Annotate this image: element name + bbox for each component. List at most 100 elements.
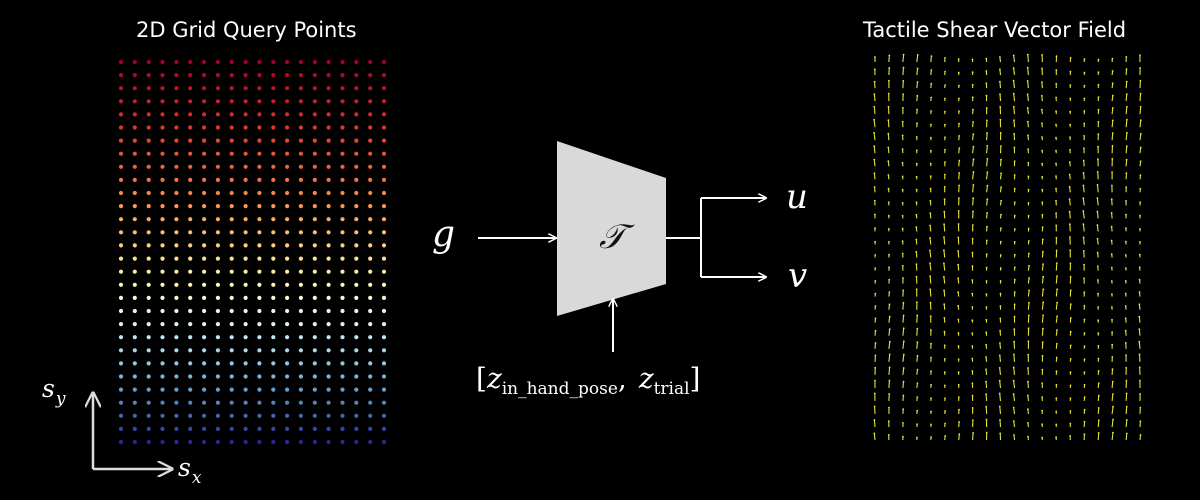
shear-vector [902,302,904,310]
query-point [243,426,248,431]
shear-vector [1139,133,1142,141]
query-point [202,99,207,104]
query-point [243,99,248,104]
query-point [160,59,165,65]
query-point [354,387,359,392]
query-point [340,59,345,65]
query-point [354,177,359,182]
shear-vector [943,224,946,232]
shear-vector-head [985,418,988,421]
query-point [118,243,124,248]
query-point [312,348,317,353]
query-point [132,361,137,366]
shear-vector [1096,198,1099,206]
shear-vector [999,393,1002,401]
shear-vector [972,171,975,180]
query-point [160,164,165,169]
shear-vector-head [1026,80,1029,82]
query-point [174,190,179,196]
shear-vector-head [901,188,904,191]
shear-vector-head [1110,225,1113,228]
shear-vector-head [1083,58,1086,61]
shear-vector [986,145,988,154]
shear-vector [1013,106,1016,115]
shear-vector [1111,394,1114,401]
shear-vector-head [902,340,905,343]
shear-vector-head [958,147,961,150]
shear-vector-head [1097,292,1099,295]
shear-vector-head [1083,408,1086,411]
shear-vector-head [1042,250,1044,253]
query-point [257,230,262,235]
shear-vector-head [985,266,988,269]
shear-vector-head [1055,342,1058,345]
shear-vector-head [887,420,890,423]
query-point [243,190,248,196]
shear-vector-head [1083,345,1086,348]
query-point [340,374,345,379]
query-point [271,204,276,209]
shear-vector-head [1111,331,1113,334]
shear-vector-head [1139,132,1142,135]
shear-vector-head [1055,212,1057,215]
shear-vector [1139,106,1142,115]
shear-vector-head [888,379,891,382]
shear-vector-head [887,187,890,190]
shear-vector-head [888,393,891,395]
query-point [285,217,290,222]
query-point [381,177,387,182]
query-point [298,59,303,65]
shear-vector-head [887,105,890,108]
query-point [174,400,179,405]
shear-vector-head [929,249,931,252]
shear-vector-head [1055,249,1058,252]
query-point [132,439,137,445]
shear-vector-head [1040,108,1043,111]
shear-vector [1013,67,1016,76]
query-point [257,204,262,209]
shear-vector [888,329,891,336]
query-point [118,400,124,405]
query-point [132,282,137,287]
query-point [285,177,290,182]
query-point [340,125,345,130]
query-point [229,439,234,445]
shear-vector-head [1111,144,1114,147]
query-point [285,426,290,431]
shear-vector-head [1069,317,1072,319]
shear-vector-head [1139,228,1141,230]
query-point [202,439,207,445]
shear-vector-head [874,280,877,282]
shear-vector-head [971,58,974,61]
shear-vector-head [986,198,989,201]
shear-vector-head [1013,160,1016,163]
query-point [215,374,220,379]
query-point [368,348,373,353]
query-point [188,138,193,143]
query-point [312,361,317,366]
shear-vector [888,380,890,388]
shear-vector-head [874,254,877,256]
query-point [146,73,151,78]
shear-vector-head [1097,108,1100,111]
shear-vector [1013,407,1016,414]
query-point [118,99,124,104]
shear-vector-head [986,171,989,174]
shear-vector-head [1055,397,1058,400]
shear-vector-head [971,332,974,335]
shear-vector-head [1026,66,1029,69]
shear-vector-head [1111,356,1114,358]
shear-vector-head [915,136,918,138]
shear-vector [1111,381,1114,388]
query-point [118,308,124,314]
query-point [132,73,137,78]
query-point [257,151,262,156]
query-point [312,243,317,248]
query-point [271,217,276,222]
shear-vector-head [1083,147,1085,150]
shear-vector-head [902,93,904,96]
shear-vector-head [999,105,1002,108]
query-point [229,426,234,431]
query-point [202,335,207,340]
query-point [326,374,331,379]
